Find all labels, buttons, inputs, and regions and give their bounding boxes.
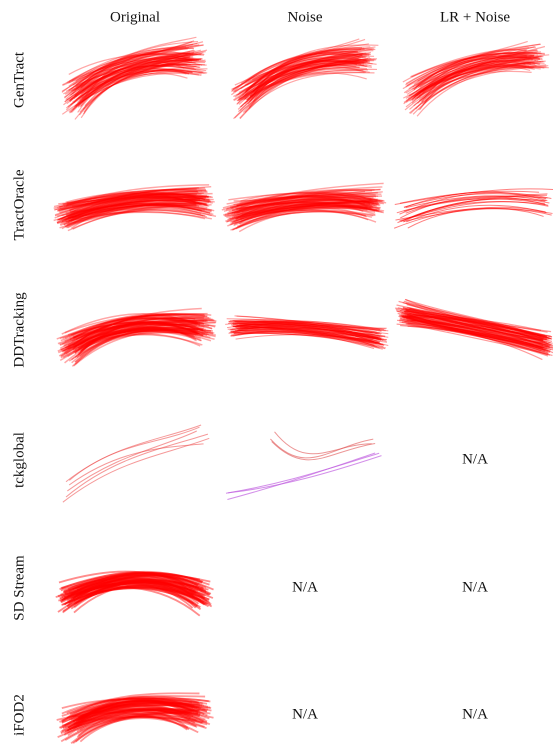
figure: Original Noise LR + Noise GenTract TractOrac… [0,0,553,746]
streamline [63,438,209,502]
row-label: tckglobal [11,432,27,488]
streamline [69,444,203,485]
streamline [66,434,208,497]
column-header: Noise [288,9,323,25]
column-header: Original [110,9,160,25]
na-cell: N/A [462,451,488,467]
streamline [228,456,382,493]
column-header: LR + Noise [440,9,510,25]
streamline [270,439,373,458]
na-cell: N/A [292,579,318,595]
row-label: TractOracle [11,169,27,240]
na-cell: N/A [462,706,488,722]
na-cell: N/A [292,706,318,722]
row-label: DDTracking [11,292,27,368]
row-label: SD Stream [11,555,27,621]
streamlines [54,37,553,743]
streamline [275,432,372,454]
na-cell: N/A [462,579,488,595]
row-label: GenTract [11,51,27,108]
row-label: iFOD2 [11,694,27,736]
